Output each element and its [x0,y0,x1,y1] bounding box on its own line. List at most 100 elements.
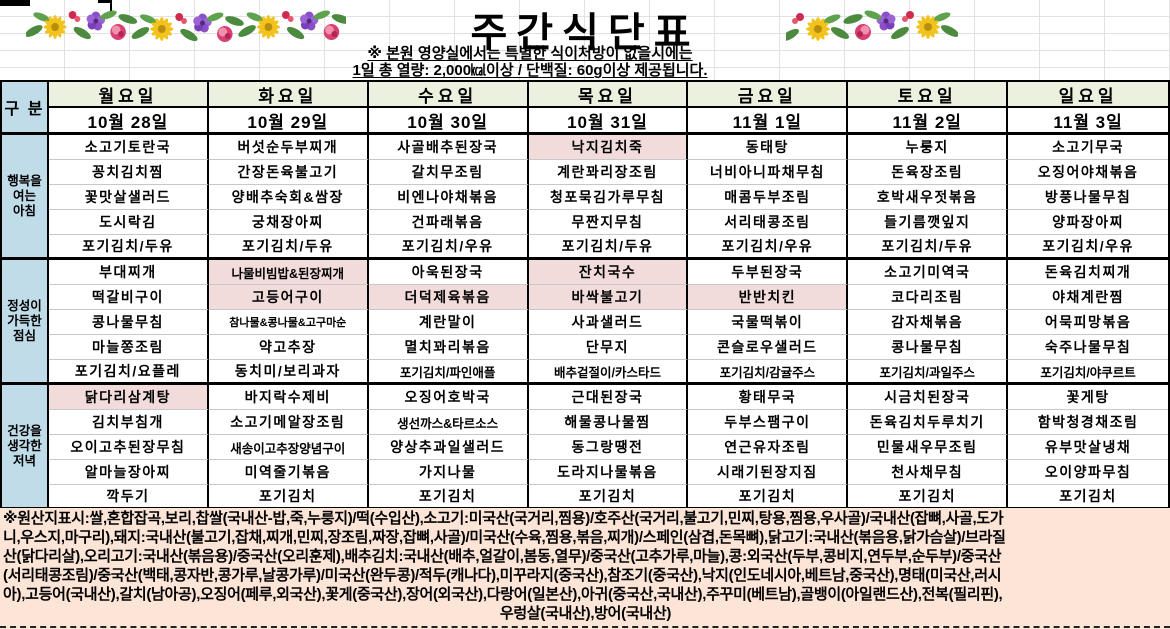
weekday-header: 토요일 [848,82,1009,108]
menu-cell: 서리태콩조림 [688,210,849,235]
menu-cell: 잔치국수 [528,260,689,285]
menu-cell: 나물비빔밥&된장찌개 [208,260,369,285]
corner-mark [98,0,112,3]
notice-line-1: ※ 본원 영양실에서는 특별한 식이처방이 없을시에는 [367,45,693,62]
menu-cell: 시래기된장지짐 [688,460,849,485]
menu-cell: 부대찌개 [49,260,209,285]
date-header: 11월 2일 [848,108,1009,135]
menu-cell: 포기김치/요플레 [49,360,209,385]
menu-cell: 포기김치/두유 [528,235,689,260]
menu-cell: 소고기미역국 [848,260,1009,285]
menu-cell: 민물새우무조림 [848,435,1009,460]
menu-cell: 누룽지 [848,135,1009,160]
menu-cell: 시금치된장국 [848,385,1009,410]
menu-cell: 포기김치/우유 [368,235,529,260]
menu-cell: 매콤두부조림 [688,185,849,210]
menu-cell: 계란말이 [368,310,529,335]
section-label-lunch: 정성이 가득한 점심 [2,260,49,385]
menu-cell: 소고기무국 [1008,135,1168,160]
menu-cell: 콩나물무침 [49,310,209,335]
menu-table: 구 분 월요일 10월 28일 화요일 10월 29일 수요일 10월 30일 목요일 10월 … [0,80,1170,510]
menu-cell: 건파래볶음 [368,210,529,235]
menu-cell: 포기김치/야쿠르트 [1008,360,1168,385]
menu-cell: 사과샐러드 [528,310,689,335]
menu-cell: 돈육김치두루치기 [848,410,1009,435]
date-header: 10월 31일 [528,108,689,135]
menu-cell: 더덕제육볶음 [368,285,529,310]
menu-cell: 도시락김 [49,210,209,235]
menu-cell: 미역줄기볶음 [208,460,369,485]
page-title: 주간식단표 [470,11,700,55]
menu-cell: 바지락수제비 [208,385,369,410]
menu-cell: 오이고추된장무침 [49,435,209,460]
menu-cell: 숙주나물무침 [1008,335,1168,360]
origin-line: ※원산지표시:쌀,혼합잡곡,보리,찹쌀(국내산-밥,죽,누룽지)/떡(수입산),… [3,510,1004,527]
menu-cell: 연근유자조림 [688,435,849,460]
menu-cell: 방풍나물무침 [1008,185,1168,210]
weekday-header: 수요일 [368,82,529,108]
menu-cell: 꽃게탕 [1008,385,1168,410]
menu-cell: 포기김치 [688,485,849,510]
menu-cell: 생선까스&타르소스 [368,410,529,435]
menu-cell: 돈육장조림 [848,160,1009,185]
menu-cell: 깍두기 [49,485,209,510]
menu-cell: 포기김치/두유 [49,235,209,260]
menu-cell: 양배추숙회&쌈장 [208,185,369,210]
menu-cell: 어묵피망볶음 [1008,310,1168,335]
section-label-dinner: 건강을 생각한 저녁 [2,385,49,510]
menu-cell: 국물떡볶이 [688,310,849,335]
menu-cell: 포기김치/두유 [208,235,369,260]
origin-line: 산(닭다리살),오리고기:국내산(볶음용)/중국산(오리훈제),배추김치:국내산… [3,548,1002,565]
menu-cell: 포기김치 [1008,485,1168,510]
title-band: 주간식단표 ※ 본원 영양실에서는 특별한 식이처방이 없을시에는 1일 총 열… [0,0,1170,80]
menu-cell: 감자채볶음 [848,310,1009,335]
menu-cell: 오징어야채볶음 [1008,160,1168,185]
menu-cell: 근대된장국 [528,385,689,410]
menu-cell: 약고추장 [208,335,369,360]
menu-cell: 콩나물무침 [848,335,1009,360]
menu-cell: 두부스팸구이 [688,410,849,435]
menu-cell: 야채계란찜 [1008,285,1168,310]
menu-cell: 갈치무조림 [368,160,529,185]
menu-cell: 마늘쫑조림 [49,335,209,360]
menu-cell: 사골배추된장국 [368,135,529,160]
menu-cell: 무짠지무침 [528,210,689,235]
menu-cell: 포기김치 [528,485,689,510]
corner-mark [0,0,30,6]
menu-cell: 코다리조림 [848,285,1009,310]
menu-cell: 아욱된장국 [368,260,529,285]
menu-cell: 청포묵김가루무침 [528,185,689,210]
menu-cell: 김치부침개 [49,410,209,435]
menu-cell: 천사채무침 [848,460,1009,485]
notice-line-2: 1일 총 열량: 2,000㎉이상 / 단백질: 60g이상 제공됩니다. [352,62,708,79]
origin-line: 아),고등어(국내산),갈치(남아공),오징어(페루,외국산),꽃게(중국산),… [3,586,1003,603]
weekday-header: 화요일 [208,82,369,108]
origin-line: 니,우스지,마구리),돼지:국내산(불고기,잡채,찌개,민찌,장조림,짜장,잡뼈… [3,529,1006,546]
date-header: 10월 29일 [208,108,369,135]
menu-cell: 버섯순두부찌개 [208,135,369,160]
notice-block: ※ 본원 영양실에서는 특별한 식이처방이 없을시에는 1일 총 열량: 2,0… [230,45,830,79]
menu-cell: 포기김치/감귤주스 [688,360,849,385]
menu-cell: 포기김치/우유 [688,235,849,260]
menu-cell: 새송이고추장양념구이 [208,435,369,460]
menu-cell: 꽃맛살샐러드 [49,185,209,210]
weekday-header: 월요일 [49,82,209,108]
menu-cell: 배추겉절이/카스타드 [528,360,689,385]
menu-cell: 떡갈비구이 [49,285,209,310]
menu-cell: 함박청경채조림 [1008,410,1168,435]
weekday-header: 금요일 [688,82,849,108]
menu-cell: 도라지나물볶음 [528,460,689,485]
menu-cell: 동치미/보리과자 [208,360,369,385]
menu-cell: 포기김치 [208,485,369,510]
origin-line: (서리태콩조림)/중국산(백태,콩자반,콩가루,날콩가루)/미국산(완두콩)/적… [3,567,1002,584]
menu-cell: 간장돈육불고기 [208,160,369,185]
menu-cell: 포기김치/파인애플 [368,360,529,385]
menu-cell: 포기김치 [368,485,529,510]
menu-cell: 낙지김치죽 [528,135,689,160]
weekday-header: 목요일 [528,82,689,108]
weekday-header: 일요일 [1008,82,1168,108]
menu-cell: 계란꽈리장조림 [528,160,689,185]
menu-cell: 해물콩나물찜 [528,410,689,435]
section-label-breakfast: 행복을 여는 아침 [2,135,49,260]
menu-cell: 유부맛살냉채 [1008,435,1168,460]
